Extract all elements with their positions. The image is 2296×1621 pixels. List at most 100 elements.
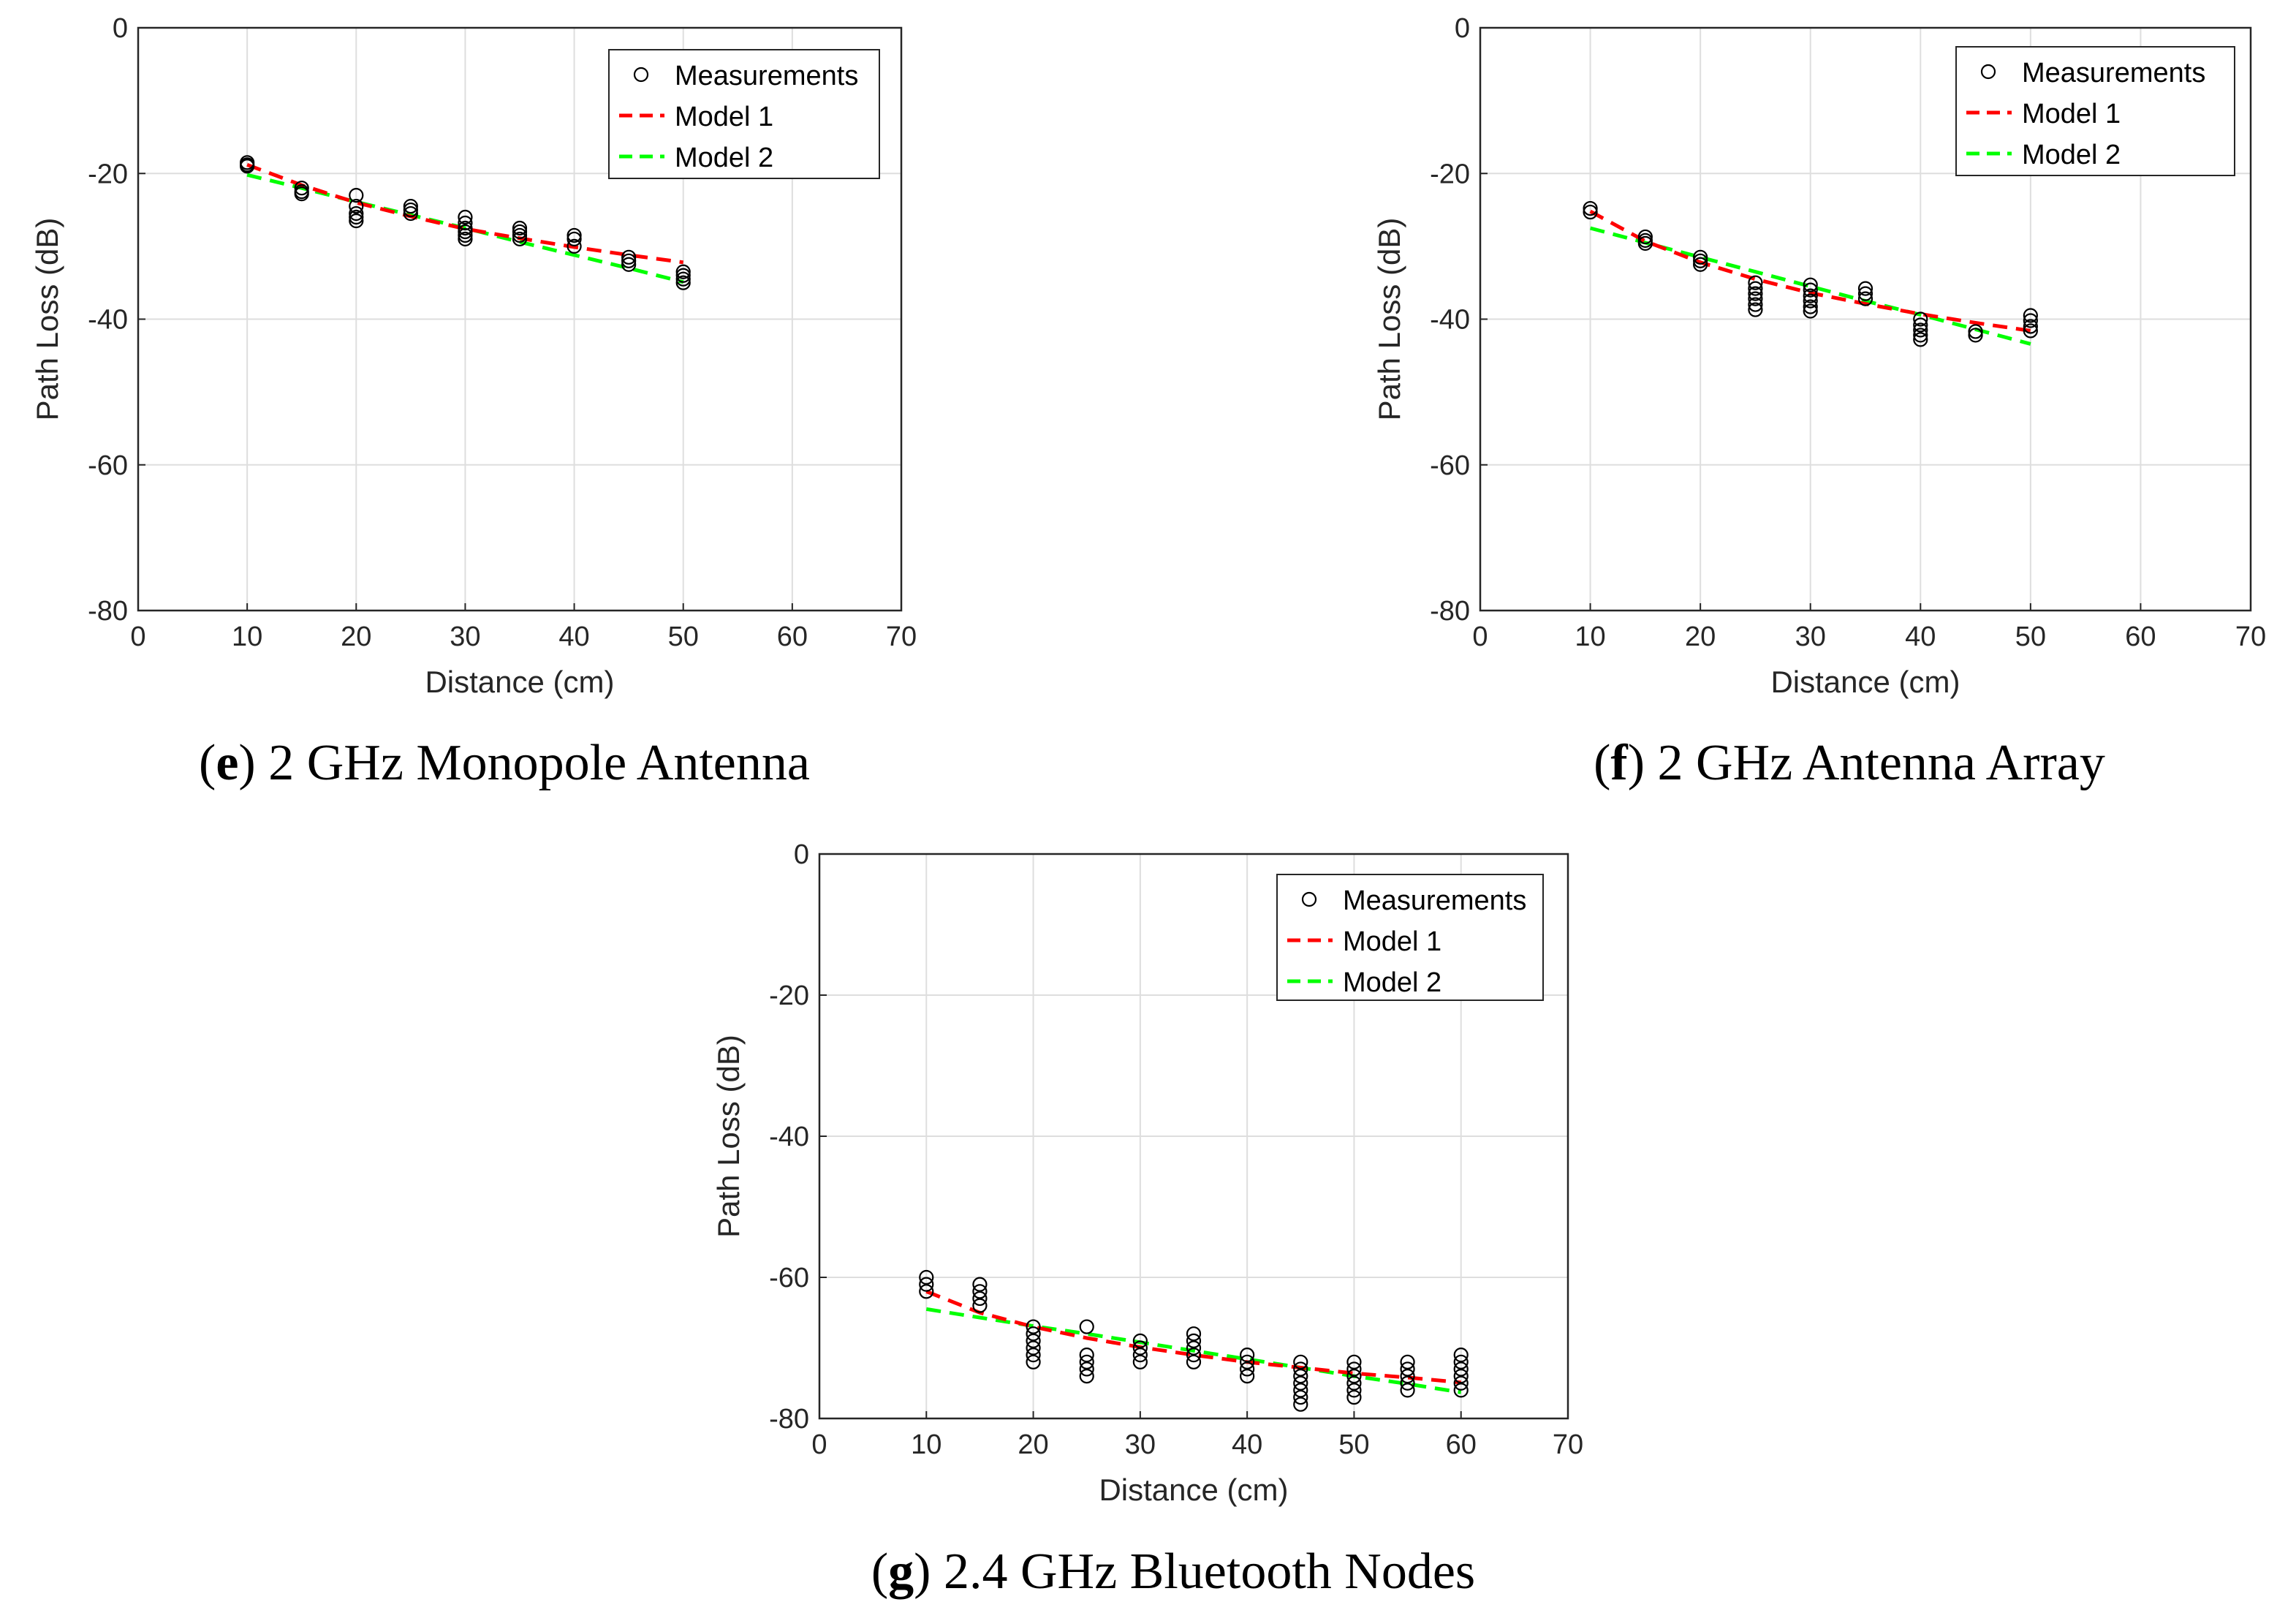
- measurement-point: [349, 188, 364, 203]
- chart-panel-g: 0 10 20 30 40 50 60 70 0 -20 -40 -60 -80 Distance (cm…: [711, 839, 1583, 1600]
- measurement-point: [675, 271, 691, 287]
- measurement-point: [1293, 1368, 1308, 1384]
- measurement-point: [1293, 1389, 1308, 1405]
- measurement-point: [349, 205, 364, 222]
- x-tick-label: 20: [341, 621, 371, 652]
- measurement-point: [1913, 311, 1928, 327]
- measurement-point: [1346, 1354, 1362, 1369]
- measurement-point: [1748, 275, 1763, 290]
- measurement-point: [1240, 1348, 1255, 1363]
- y-axis-label: Path Loss (dB): [711, 1035, 746, 1238]
- axes-box: [818, 853, 1569, 1420]
- y-tick-label: -20: [769, 980, 809, 1011]
- measurement-point: [1400, 1383, 1415, 1398]
- legend-label-measurements: Measurements: [1343, 885, 1526, 916]
- measurement-point: [567, 231, 582, 247]
- y-tick-label: -40: [769, 1122, 809, 1152]
- measurement-point: [1968, 324, 1983, 339]
- measurement-point: [1693, 249, 1708, 265]
- measurement-point: [1186, 1354, 1202, 1369]
- y-tick-label: -40: [1430, 305, 1470, 336]
- measurement-point: [1293, 1397, 1308, 1412]
- measurement-point: [621, 253, 637, 268]
- x-axis-label: Distance (cm): [425, 665, 614, 699]
- caption-text: 2.4 GHz Bluetooth Nodes: [944, 1543, 1475, 1600]
- measurement-point: [919, 1284, 934, 1299]
- measurement-point: [1186, 1348, 1202, 1363]
- measurement-point: [1132, 1348, 1148, 1363]
- measurement-point: [1803, 299, 1818, 314]
- measurement-point: [1583, 200, 1598, 216]
- measurement-point: [349, 209, 364, 225]
- axes-box: [1479, 26, 2252, 612]
- measurement-point: [1857, 286, 1873, 301]
- measurement-point: [1803, 282, 1818, 298]
- measurement-point: [1132, 1340, 1148, 1356]
- measurement-point: [1453, 1383, 1469, 1398]
- measurement-point: [1583, 204, 1598, 220]
- measurement-point: [1693, 253, 1708, 268]
- measurement-point: [1968, 328, 1983, 343]
- measurement-point: [919, 1277, 934, 1292]
- x-tick-label: 50: [668, 621, 699, 652]
- measurement-point: [621, 257, 637, 272]
- model-2-line: [925, 1307, 1462, 1394]
- y-tick-label: 0: [113, 13, 128, 44]
- measurement-point: [1346, 1375, 1362, 1391]
- y-axis-label: Path Loss (dB): [1372, 218, 1406, 421]
- figure-caption: (g) 2.4 GHz Bluetooth Nodes: [871, 1543, 1475, 1600]
- x-tick-label: 70: [886, 621, 917, 652]
- measurement-point: [675, 275, 691, 290]
- measurement-point: [1186, 1340, 1202, 1356]
- measurement-point: [458, 209, 473, 225]
- measurement-point: [458, 224, 473, 240]
- measurement-point: [512, 227, 528, 243]
- measurement-point: [1346, 1368, 1362, 1384]
- measurement-point: [403, 205, 418, 222]
- measurement-point: [1400, 1361, 1415, 1377]
- measurement-point: [1079, 1348, 1094, 1363]
- x-tick-label: 60: [2125, 621, 2156, 652]
- measurement-point: [1857, 281, 1873, 296]
- measurement-point: [567, 227, 582, 243]
- measurement-point: [294, 181, 309, 196]
- model-1-line: [925, 1289, 1461, 1385]
- x-tick-label: 10: [232, 621, 262, 652]
- y-tick-label: -60: [1430, 450, 1470, 481]
- y-axis-label: Path Loss (dB): [30, 218, 64, 421]
- measurement-point: [1240, 1368, 1255, 1384]
- measurement-point: [458, 220, 473, 236]
- measurement-point: [1026, 1333, 1041, 1348]
- legend-label-measurements: Measurements: [2022, 58, 2205, 88]
- x-tick-label: 60: [1446, 1429, 1477, 1460]
- measurement-point: [1400, 1368, 1415, 1384]
- y-tick-label: 0: [1455, 13, 1470, 44]
- measurement-point: [1637, 229, 1653, 245]
- measurement-point: [1026, 1326, 1041, 1342]
- legend-marker-measurements: [633, 67, 649, 83]
- measurement-point: [1748, 281, 1763, 296]
- measurement-point: [512, 220, 528, 236]
- measurement-point: [1240, 1354, 1255, 1369]
- figure-caption: (f) 2 GHz Antenna Array: [1594, 735, 2105, 791]
- measurement-point: [1748, 302, 1763, 317]
- legend-marker-measurements: [1980, 64, 1996, 80]
- measurement-point: [919, 1269, 934, 1285]
- measurement-point: [1748, 291, 1763, 306]
- measurement-point: [458, 231, 473, 247]
- measurement-point: [972, 1277, 988, 1292]
- measurement-point: [1748, 286, 1763, 301]
- measurement-point: [1346, 1389, 1362, 1405]
- y-tick-label: -20: [1430, 159, 1470, 189]
- measurement-point: [675, 268, 691, 283]
- legend: Measurements Model 1 Model 2: [1276, 874, 1544, 1001]
- measurement-point: [972, 1298, 988, 1313]
- axes-box: [137, 26, 903, 612]
- y-tick-label: 0: [794, 839, 809, 870]
- y-tick-label: -80: [1430, 596, 1470, 627]
- legend-label-model-1: Model 1: [1343, 926, 1441, 957]
- measurement-point: [1748, 297, 1763, 312]
- measurement-point: [1803, 293, 1818, 309]
- measurement-point: [512, 231, 528, 247]
